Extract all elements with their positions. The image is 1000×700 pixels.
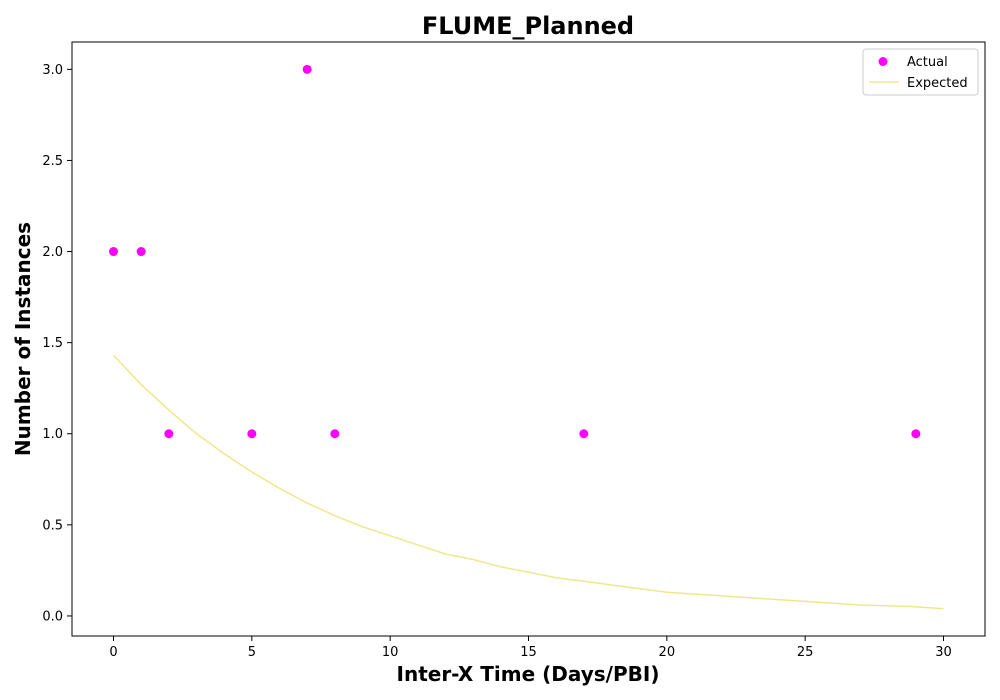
actual-point [911,429,921,439]
y-tick-label: 2.5 [42,154,63,169]
actual-point [330,429,340,439]
y-tick-label: 0.5 [42,518,63,533]
chart-title: FLUME_Planned [422,12,634,40]
actual-series [109,64,921,439]
actual-point [109,247,118,257]
x-tick-label: 30 [935,645,952,660]
legend-expected-label: Expected [907,76,968,91]
legend-box [862,48,979,96]
x-tick-label: 20 [659,645,676,660]
legend-actual-marker [878,57,888,66]
y-tick-label: 0.0 [42,609,63,624]
plot-frame [71,41,986,637]
legend-actual-label: Actual [907,55,948,70]
x-axis-label: Inter-X Time (Days/PBI) [397,662,660,686]
y-tick-label: 2.0 [42,245,63,260]
y-axis-label: Number of Instances [11,222,35,456]
actual-point [579,429,589,439]
expected-line [112,354,944,610]
x-tick-label: 0 [109,645,117,660]
x-tick-label: 25 [797,645,814,660]
x-tick-label: 5 [248,645,256,660]
x-tick-label: 10 [382,645,399,660]
actual-point [302,64,312,74]
x-tick-label: 15 [520,645,537,660]
actual-point [164,429,174,439]
y-axis: 0.0 0.5 1.0 1.5 2.0 2.5 3.0 [42,63,72,624]
legend: Actual Expected [862,48,979,96]
y-tick-label: 1.0 [42,427,63,442]
expected-series [112,354,944,610]
y-tick-label: 1.5 [42,336,63,351]
y-tick-label: 3.0 [42,63,63,78]
actual-point [136,247,146,257]
actual-point [247,429,257,439]
x-axis: 0 5 10 15 20 25 30 [109,636,952,660]
